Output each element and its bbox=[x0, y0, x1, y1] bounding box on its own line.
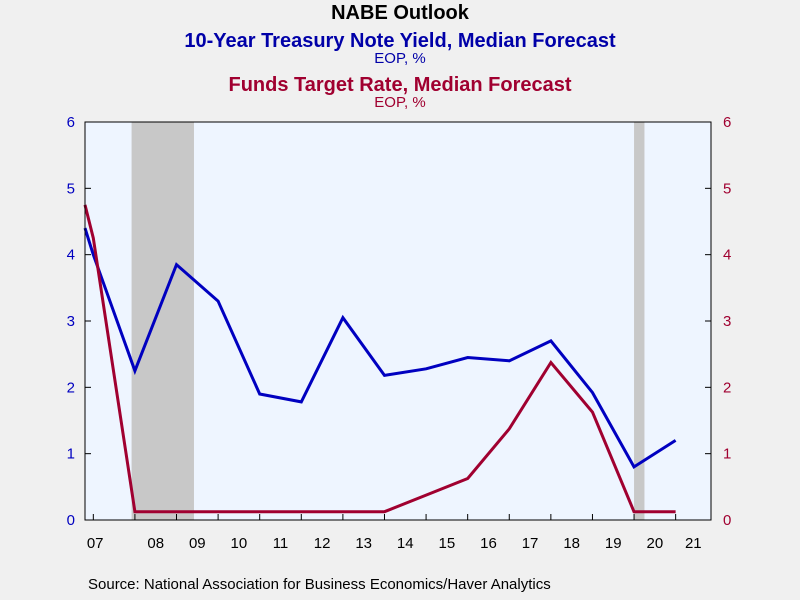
y-tick-label-left: 1 bbox=[67, 446, 75, 463]
y-tick-label-left: 3 bbox=[67, 313, 75, 330]
y-tick-label-right: 0 bbox=[723, 512, 731, 529]
series2-title: Funds Target Rate, Median Forecast bbox=[228, 74, 572, 96]
x-tick-label: 12 bbox=[314, 535, 331, 552]
y-tick-label-right: 3 bbox=[723, 313, 731, 330]
recession-band bbox=[634, 122, 645, 520]
x-tick-label: 13 bbox=[355, 535, 372, 552]
x-tick-label: 15 bbox=[439, 535, 456, 552]
chart-title: NABE Outlook bbox=[331, 2, 469, 24]
y-tick-label-right: 5 bbox=[723, 180, 731, 197]
y-tick-label-left: 2 bbox=[67, 379, 75, 396]
series1-title: 10-Year Treasury Note Yield, Median Fore… bbox=[184, 30, 616, 52]
x-tick-label: 07 bbox=[87, 535, 104, 552]
y-tick-label-right: 6 bbox=[723, 114, 731, 131]
x-tick-label: 21 bbox=[685, 535, 702, 552]
y-tick-label-left: 0 bbox=[67, 512, 75, 529]
y-tick-label-right: 1 bbox=[723, 446, 731, 463]
y-tick-label-left: 6 bbox=[67, 114, 75, 131]
x-tick-label: 17 bbox=[522, 535, 539, 552]
x-tick-label: 08 bbox=[147, 535, 164, 552]
x-tick-label: 19 bbox=[605, 535, 622, 552]
source-note: Source: National Association for Busines… bbox=[88, 576, 551, 593]
series2-unit: EOP, % bbox=[374, 94, 426, 111]
y-tick-label-right: 4 bbox=[723, 247, 731, 264]
x-tick-label: 14 bbox=[397, 535, 414, 552]
x-tick-label: 20 bbox=[647, 535, 664, 552]
x-tick-label: 16 bbox=[480, 535, 497, 552]
x-tick-label: 11 bbox=[273, 535, 289, 552]
x-tick-label: 09 bbox=[189, 535, 206, 552]
x-tick-label: 10 bbox=[231, 535, 248, 552]
y-tick-label-right: 2 bbox=[723, 379, 731, 396]
recession-band bbox=[131, 122, 194, 520]
y-tick-label-left: 5 bbox=[67, 180, 75, 197]
y-tick-label-left: 4 bbox=[67, 247, 75, 264]
series-line-funds-rate bbox=[83, 204, 676, 514]
series1-unit: EOP, % bbox=[374, 50, 426, 67]
x-tick-label: 18 bbox=[563, 535, 580, 552]
series-line-treasury-yield bbox=[83, 227, 677, 470]
